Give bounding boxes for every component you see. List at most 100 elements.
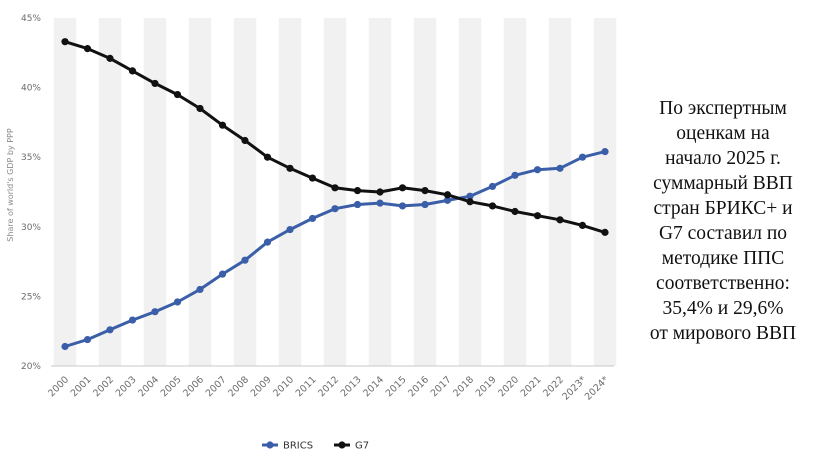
data-point-brics [308, 214, 317, 223]
y-tick-label: 45% [21, 14, 41, 24]
data-point-g7 [398, 184, 407, 192]
annotation-line: стран БРИКС+ и [653, 198, 793, 219]
data-point-g7 [106, 54, 114, 62]
annotation-line: суммарный ВВП [653, 173, 793, 194]
x-tick-label: 2009 [249, 374, 274, 399]
grid-band [458, 18, 482, 366]
data-point-brics [61, 342, 69, 351]
data-point-brics [556, 164, 564, 172]
data-point-g7 [466, 198, 474, 206]
grid-band [188, 18, 212, 366]
x-tick-label: 2001 [69, 374, 94, 399]
y-tick-label: 30% [21, 223, 41, 233]
data-point-brics [241, 256, 249, 264]
annotation-line: начало 2025 г. [665, 148, 781, 169]
annotation-line: оценкам на [676, 123, 770, 144]
data-point-g7 [151, 79, 159, 88]
data-point-brics [578, 153, 587, 161]
data-point-brics [128, 316, 137, 324]
legend-marker-brics [266, 441, 274, 449]
data-point-brics [83, 335, 92, 344]
data-point-brics [601, 148, 609, 156]
data-point-brics [286, 225, 294, 234]
data-point-brics [151, 308, 159, 316]
data-point-g7 [353, 187, 362, 195]
data-point-g7 [511, 207, 519, 216]
annotation-line: от мирового ВВП [649, 323, 797, 344]
x-tick-label: 2024* [583, 374, 611, 402]
x-tick-label: 2002 [91, 374, 116, 399]
data-point-brics [376, 199, 384, 207]
annotation-line: По экспертным [659, 98, 787, 119]
annotation-line: G7 составил по [658, 223, 788, 244]
y-axis-ticks: 20% 25% 30% 35% 40% 45% [21, 14, 41, 372]
legend-label-brics: BRICS [283, 441, 313, 452]
data-point-brics [466, 192, 474, 200]
data-point-g7 [533, 212, 542, 220]
grid-band [278, 18, 302, 366]
grid-band [548, 18, 572, 366]
data-point-brics [421, 200, 429, 209]
data-point-g7 [61, 38, 69, 46]
x-tick-label: 2005 [159, 374, 184, 399]
series-layer [61, 38, 609, 351]
data-point-brics [488, 182, 497, 191]
x-tick-label: 2000 [46, 374, 71, 399]
data-point-g7 [443, 191, 452, 199]
x-tick-label: 2011 [294, 374, 319, 399]
data-point-brics [218, 270, 227, 278]
grid-band [53, 18, 77, 366]
x-tick-label: 2018 [451, 374, 476, 399]
x-tick-label: 2004 [136, 374, 161, 399]
data-point-g7 [128, 67, 137, 75]
y-tick-label: 20% [21, 362, 41, 372]
data-point-g7 [421, 187, 429, 195]
x-tick-label: 2023* [560, 374, 588, 402]
grid-band [593, 18, 617, 366]
data-point-g7 [241, 136, 249, 145]
legend: BRICS G7 [262, 441, 369, 452]
data-point-g7 [556, 216, 564, 224]
data-point-g7 [308, 174, 317, 182]
data-point-g7 [578, 221, 587, 230]
data-point-brics [173, 298, 182, 306]
data-point-g7 [263, 153, 272, 161]
y-tick-label: 25% [21, 292, 41, 302]
x-tick-label: 2019 [474, 374, 499, 399]
data-point-brics [398, 202, 407, 210]
data-point-g7 [376, 188, 384, 196]
y-axis-label: Share of world's GDP by PPP [6, 128, 15, 242]
y-tick-label: 35% [21, 153, 41, 163]
data-point-brics [196, 285, 204, 294]
legend-label-g7: G7 [355, 441, 369, 452]
x-tick-label: 2013 [339, 374, 364, 399]
x-tick-label: 2016 [406, 374, 431, 399]
data-point-brics [443, 196, 452, 204]
grid-band [233, 18, 257, 366]
x-axis-ticks: 2000200120022003200420052006200720082009… [46, 374, 611, 402]
grid-band [98, 18, 122, 366]
annotation-text: По экспертным оценкам на начало 2025 г. сум… [632, 96, 814, 346]
data-point-brics [511, 171, 519, 179]
grid-band [143, 18, 167, 366]
grid-band [503, 18, 527, 366]
legend-marker-g7 [338, 441, 346, 449]
data-point-brics [106, 326, 114, 334]
data-point-g7 [196, 104, 204, 113]
x-tick-label: 2007 [204, 374, 229, 399]
grid-bands [53, 18, 617, 366]
data-point-g7 [173, 90, 182, 99]
x-tick-label: 2014 [361, 374, 386, 399]
data-point-g7 [601, 228, 609, 236]
annotation-line: методике ППС [661, 248, 785, 269]
x-tick-label: 2012 [316, 374, 341, 399]
annotation-line: соответственно: [656, 273, 790, 294]
x-tick-label: 2006 [181, 374, 206, 399]
data-point-g7 [218, 121, 227, 129]
data-point-brics [263, 238, 272, 246]
chart: 20% 25% 30% 35% 40% 45% 200020012002200320042… [6, 14, 617, 452]
x-tick-label: 2008 [226, 374, 251, 399]
y-tick-label: 40% [21, 84, 41, 94]
x-tick-label: 2015 [384, 374, 409, 399]
x-tick-label: 2020 [496, 374, 521, 399]
